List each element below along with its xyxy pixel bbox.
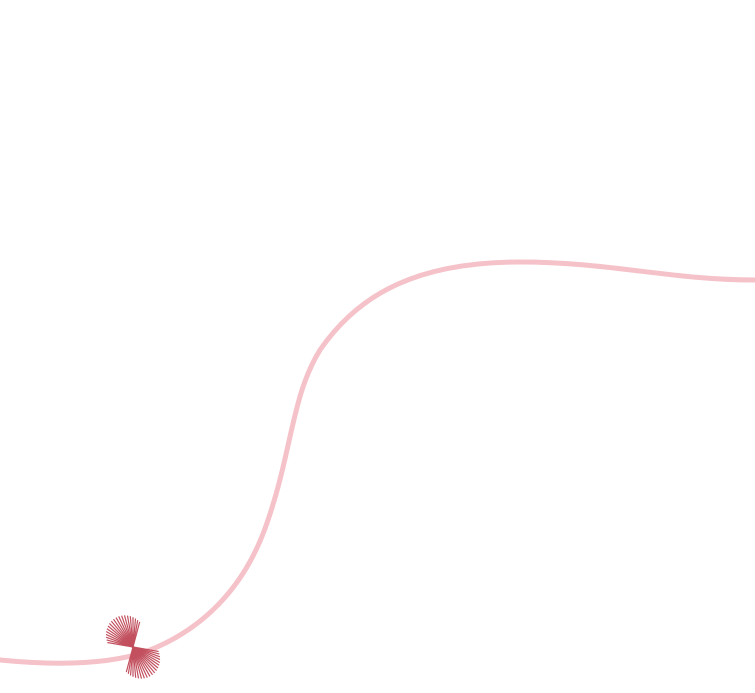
- lower-right-lobe-ray: [125, 646, 134, 673]
- s-curve-line: [0, 259, 755, 666]
- bowtie-ray-fan: [105, 615, 161, 679]
- upper-left-lobe-ray: [132, 621, 141, 648]
